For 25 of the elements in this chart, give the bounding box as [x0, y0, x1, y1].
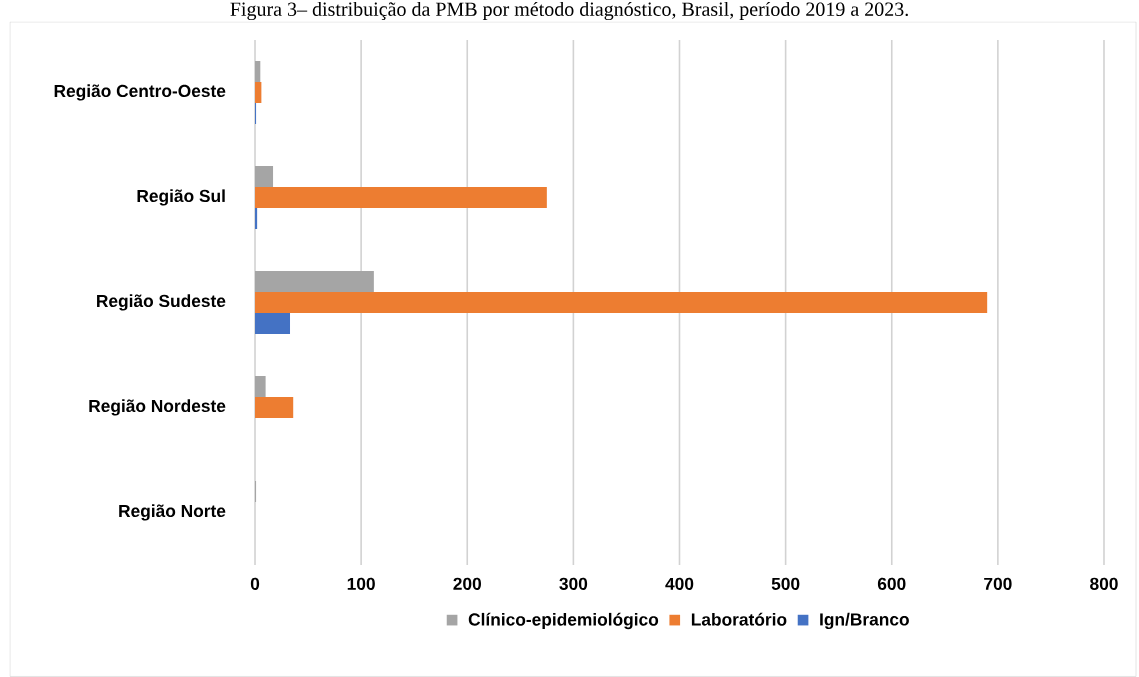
legend-label: Ign/Branco — [820, 612, 909, 630]
x-tick-label: 800 — [1090, 577, 1118, 590]
chart-title: Figura 3– distribuição da PMB por método diagnóstico, Brasil, período 2019 a 2023. — [230, 1, 908, 21]
y-tick-label: Região Sul — [137, 189, 225, 206]
bar — [255, 375, 266, 397]
x-tick-label: 100 — [347, 577, 375, 590]
bar — [255, 186, 547, 208]
bar — [255, 165, 274, 187]
bar — [255, 396, 294, 418]
x-tick-label: 0 — [250, 577, 260, 590]
x-tick-label: 300 — [559, 577, 588, 590]
y-tick-label: Região Centro-Oeste — [54, 84, 226, 101]
bar — [255, 312, 291, 334]
y-tick-label: Região Norte — [119, 504, 226, 521]
x-tick-label: 500 — [771, 577, 800, 590]
x-tick-label: 600 — [877, 577, 906, 590]
bar — [255, 270, 374, 292]
bar — [255, 291, 988, 313]
legend-label: Laboratório — [691, 612, 787, 626]
y-tick-label: Região Nordeste — [89, 399, 226, 416]
x-tick-label: 700 — [984, 577, 1012, 590]
y-tick-label: Região Sudeste — [97, 294, 226, 311]
x-tick-label: 200 — [453, 577, 481, 590]
x-tick-label: 400 — [665, 577, 694, 590]
legend-label: Clínico-epidemiológico — [468, 612, 659, 630]
